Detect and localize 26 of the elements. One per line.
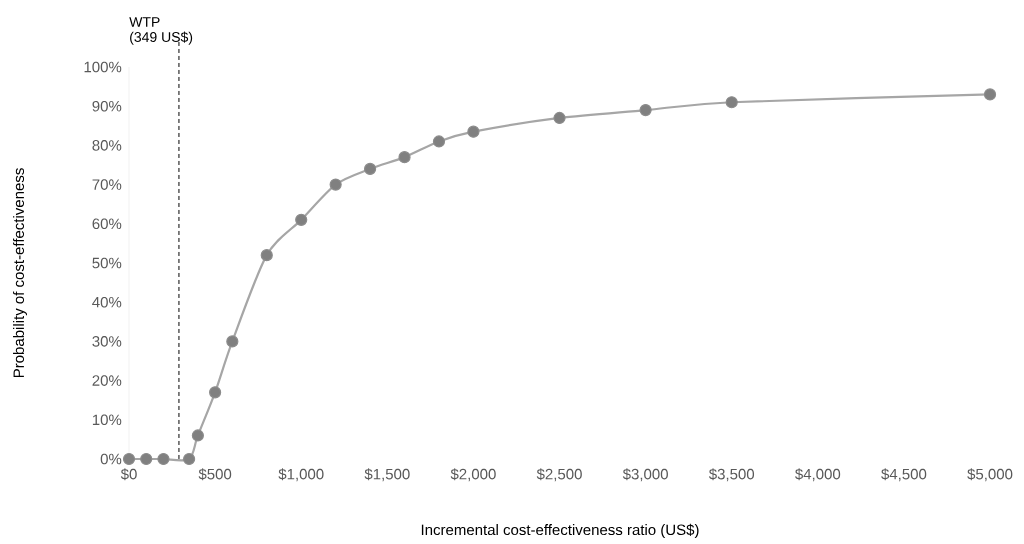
y-tick-label: 40% [92, 296, 122, 308]
ref-line-label: WTP [129, 17, 160, 27]
text: (349 US$) [130, 31, 193, 45]
x-axis-title: Incremental cost-effectiveness ratio (US$) [421, 523, 699, 539]
y-tick-label: 50% [92, 257, 122, 269]
x-tick-label: $2,000 [450, 468, 496, 482]
x-tick-label: $1,000 [278, 468, 324, 482]
x-tick-label: $2,500 [536, 468, 582, 482]
x-tick-label: $1,500 [364, 468, 410, 482]
x-tick-label: $3,500 [708, 468, 755, 482]
y-tick-label: 10% [92, 414, 122, 426]
x-tick-label: $3,000 [622, 468, 668, 482]
y-tick-label: 90% [92, 100, 122, 112]
y-tick-label: 0% [100, 453, 122, 465]
x-tick-label: $4,500 [881, 468, 927, 482]
y-tick-label: 70% [92, 179, 122, 190]
y-tick-label: 80% [92, 140, 122, 151]
y-tick-label: 30% [92, 336, 122, 347]
x-tick-label: $4,000 [795, 468, 841, 482]
y-axis-title: Probability of cost-effectiveness [13, 168, 27, 378]
y-tick-label: 60% [92, 218, 122, 230]
y-tick-label: 100% [84, 61, 122, 73]
x-tick-label: $500 [198, 468, 232, 481]
y-tick-label: 20% [92, 375, 122, 386]
x-tick-label: $0 [120, 468, 137, 481]
x-tick-label: $5,000 [967, 468, 1013, 482]
